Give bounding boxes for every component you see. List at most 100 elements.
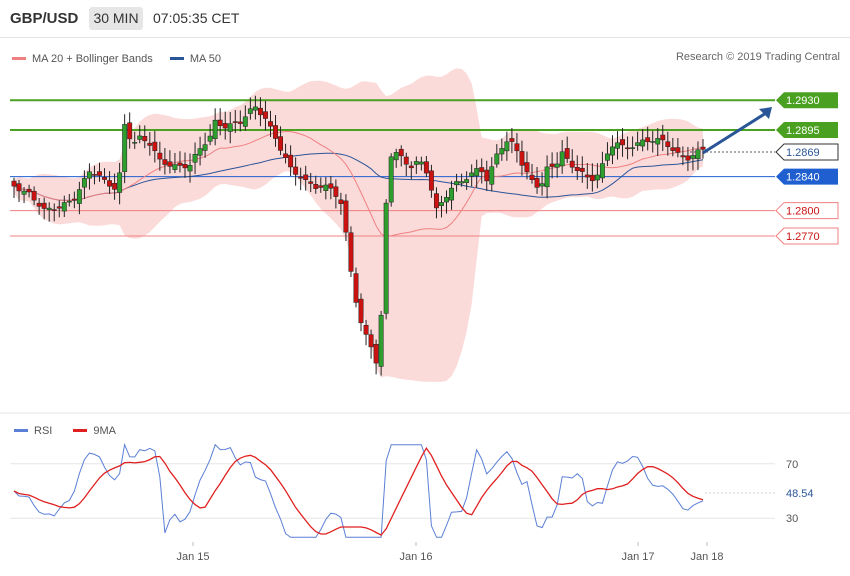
price-tag-text-1.2800: 1.2800 [786,206,820,218]
candle-body [227,123,233,132]
candle-body [51,209,57,211]
candle-body [604,153,610,161]
candle-body [650,141,656,143]
price-tag-1.2869 [775,143,839,161]
candle-body [444,197,449,203]
candle-body [363,324,369,335]
candle-body [464,179,470,183]
candle-body [449,187,454,201]
candle-body [630,147,636,149]
candle-body [428,170,434,191]
candle-body [549,163,555,167]
candle-body [579,167,585,172]
candle-body [599,163,605,179]
candle-body [288,154,294,168]
candle-body [162,159,168,165]
candle-body [237,121,243,124]
candle-body [408,165,414,169]
candle-body [86,171,92,179]
candle-body [182,164,188,169]
candle-body [333,186,339,197]
candle-body [434,193,439,209]
candle-body [137,135,143,140]
candle-body [474,168,480,177]
candle-body [620,139,625,146]
candle-body [207,135,213,142]
candle-body [353,273,359,303]
candle-body [690,155,696,159]
candle-body [303,174,309,181]
timeframe-button[interactable]: 30 MIN [89,7,143,30]
candle-body [700,146,706,150]
price-tag-1.2770 [775,227,839,245]
symbol-label: GBP/USD [10,10,79,27]
candle-body [524,162,530,173]
price-label-1.2895: 1.2895 [776,121,838,138]
candle-body [252,106,258,111]
candle-body [76,189,82,204]
candle-body [675,147,681,153]
candle-body [142,136,148,142]
candle-body [283,153,289,158]
candle-body [594,174,600,181]
candle-body [187,165,193,172]
candle-body [212,119,218,139]
legend-label-ma50: MA 50 [189,52,222,65]
candle-body [197,148,203,156]
candle-body [388,156,394,203]
candle-body [112,183,118,190]
candle-body [313,184,319,189]
candle-body [31,190,37,201]
candle-body [454,181,460,186]
rsi-line [13,442,704,538]
candle-body [273,125,278,139]
candle-body [615,142,620,149]
candle-body [147,142,153,146]
candle-body [202,144,208,151]
price-tag-1.2800 [775,202,839,220]
legend-swatch-ma50 [169,57,184,60]
candle-body [298,176,304,179]
chart-header: GBP/USD 30 MIN 07:05:35 CET [0,0,850,36]
legend-swatch-9ma [73,429,88,432]
candle-body [393,152,399,161]
candle-body [610,146,615,156]
price-tag-text-1.2840: 1.2840 [786,172,820,184]
legend-item-ma50: MA 50 [169,52,222,65]
candle-body [242,116,248,127]
forecast-arrowhead [759,107,772,120]
candle-body [61,202,67,212]
candle-body [192,154,198,163]
candle-body [81,178,87,188]
price-tag-1.2895 [776,121,838,138]
candles [11,95,706,376]
candle-body [504,141,510,152]
candle-body [232,121,238,123]
candle-body [222,123,228,129]
candle-body [358,298,364,324]
price-tag-1.2840 [776,168,838,185]
x-tick-label: Jan 17 [621,551,654,563]
legend-swatch-rsi [14,429,28,432]
x-tick-label: Jan 16 [399,551,432,563]
candle-body [554,163,560,168]
legend-swatch-bollinger [12,57,26,60]
candle-body [514,143,520,152]
candle-body [418,161,424,165]
candle-body [635,142,641,146]
candle-body [695,149,701,160]
candle-body [348,232,354,272]
candle-body [217,119,223,126]
rsi-tick-30: 30 [786,513,798,525]
candle-body [373,343,379,364]
candle-body [584,174,590,178]
candle-body [257,107,263,116]
candle-body [484,169,490,182]
candle-body [308,181,314,184]
candle-body [680,155,686,158]
candle-body [489,166,495,185]
candle-body [378,314,384,367]
candle-body [469,172,475,177]
candle-body [423,161,429,174]
rsi-9ma-line [13,446,704,536]
